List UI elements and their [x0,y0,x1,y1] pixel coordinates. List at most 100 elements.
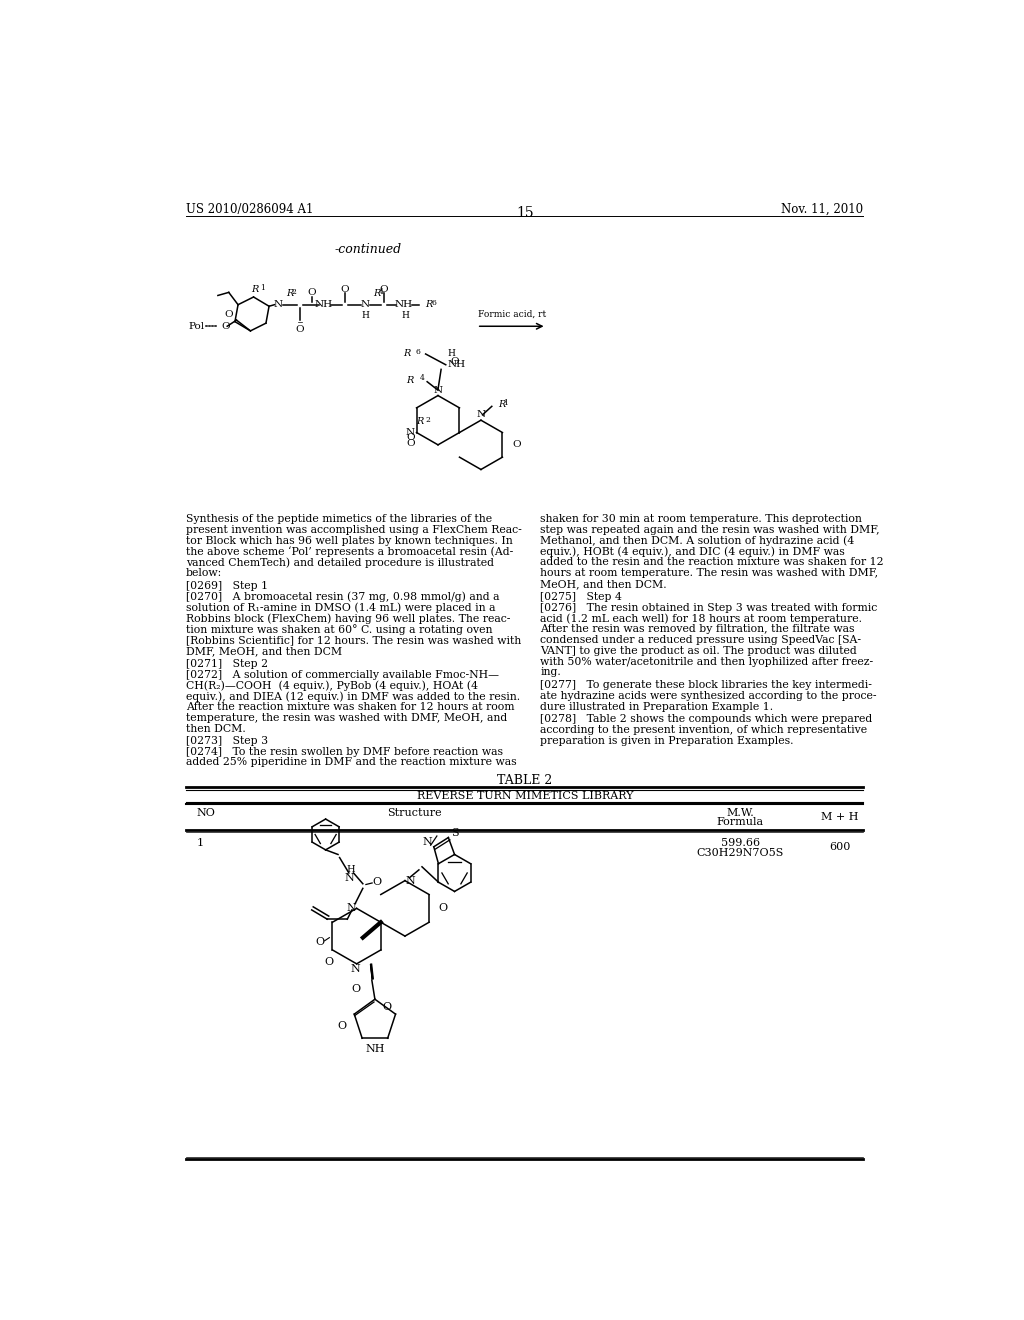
Text: O: O [438,903,447,913]
Text: DMF, MeOH, and then DCM: DMF, MeOH, and then DCM [186,645,342,656]
Text: REVERSE TURN MIMETICS LIBRARY: REVERSE TURN MIMETICS LIBRARY [417,792,633,801]
Text: temperature, the resin was washed with DMF, MeOH, and: temperature, the resin was washed with D… [186,713,507,723]
Text: C30H29N7O5S: C30H29N7O5S [696,847,784,858]
Text: equiv.), and DIEA (12 equiv.) in DMF was added to the resin.: equiv.), and DIEA (12 equiv.) in DMF was… [186,692,520,702]
Text: Synthesis of the peptide mimetics of the libraries of the: Synthesis of the peptide mimetics of the… [186,515,493,524]
Text: O: O [296,325,304,334]
Text: Methanol, and then DCM. A solution of hydrazine acid (4: Methanol, and then DCM. A solution of hy… [541,536,855,546]
Text: Pol: Pol [188,322,205,331]
Text: O: O [451,358,460,366]
Text: preparation is given in Preparation Examples.: preparation is given in Preparation Exam… [541,737,794,746]
Text: S: S [451,828,459,838]
Text: shaken for 30 min at room temperature. This deprotection: shaken for 30 min at room temperature. T… [541,515,862,524]
Text: M.W.: M.W. [726,808,754,817]
Text: Robbins block (FlexChem) having 96 well plates. The reac-: Robbins block (FlexChem) having 96 well … [186,614,511,624]
Text: added to the resin and the reaction mixture was shaken for 12: added to the resin and the reaction mixt… [541,557,884,568]
Text: dure illustrated in Preparation Example 1.: dure illustrated in Preparation Example … [541,702,773,711]
Text: 1: 1 [197,837,204,847]
Text: O: O [341,285,349,294]
Text: N: N [273,300,283,309]
Text: NO: NO [197,808,215,817]
Text: solution of R₁-amine in DMSO (1.4 mL) were placed in a: solution of R₁-amine in DMSO (1.4 mL) we… [186,603,496,614]
Text: R: R [426,300,433,309]
Text: H: H [346,866,354,874]
Text: [0277]   To generate these block libraries the key intermedi-: [0277] To generate these block libraries… [541,681,872,690]
Text: O: O [224,310,233,319]
Text: [0276]   The resin obtained in Step 3 was treated with formic: [0276] The resin obtained in Step 3 was … [541,603,878,612]
Text: O: O [325,957,334,966]
Text: NH: NH [366,1044,385,1053]
Text: O: O [351,985,360,994]
Text: O: O [383,1002,392,1011]
Text: M + H: M + H [820,812,858,822]
Text: tion mixture was shaken at 60° C. using a rotating oven: tion mixture was shaken at 60° C. using … [186,624,493,635]
Text: 1: 1 [504,399,508,407]
Text: CH(R₂)—COOH  (4 equiv.), PyBob (4 equiv.), HOAt (4: CH(R₂)—COOH (4 equiv.), PyBob (4 equiv.)… [186,681,478,692]
Text: then DCM.: then DCM. [186,723,246,734]
Text: O: O [512,441,520,449]
Text: O: O [372,878,381,887]
Text: [0275]   Step 4: [0275] Step 4 [541,591,623,602]
Text: 15: 15 [516,206,534,220]
Text: [0273]   Step 3: [0273] Step 3 [186,737,268,746]
Text: After the resin was removed by filtration, the filtrate was: After the resin was removed by filtratio… [541,624,855,634]
Text: N: N [350,964,360,974]
Text: Formula: Formula [717,817,764,826]
Text: [Robbins Scientific] for 12 hours. The resin was washed with: [Robbins Scientific] for 12 hours. The r… [186,635,521,645]
Text: R: R [252,285,259,294]
Text: [0270]   A bromoacetal resin (37 mg, 0.98 mmol/g) and a: [0270] A bromoacetal resin (37 mg, 0.98 … [186,591,500,602]
Text: N: N [344,873,353,883]
Text: N: N [360,300,370,309]
Text: 1: 1 [260,284,264,292]
Text: N: N [476,411,485,420]
Text: R: R [498,400,506,409]
Text: 4: 4 [378,288,383,296]
Text: -continued: -continued [335,243,401,256]
Text: vanced ChemTech) and detailed procedure is illustrated: vanced ChemTech) and detailed procedure … [186,557,495,568]
Text: R: R [373,289,380,298]
Text: N: N [406,875,416,886]
Text: N: N [433,385,442,395]
Text: Nov. 11, 2010: Nov. 11, 2010 [781,203,863,216]
Text: 599.66: 599.66 [721,837,760,847]
Text: US 2010/0286094 A1: US 2010/0286094 A1 [186,203,313,216]
Text: NH: NH [314,300,333,309]
Text: with 50% water/acetonitrile and then lyophilized after freez-: with 50% water/acetonitrile and then lyo… [541,656,873,667]
Text: acid (1.2 mL each well) for 18 hours at room temperature.: acid (1.2 mL each well) for 18 hours at … [541,614,862,624]
Text: according to the present invention, of which representative: according to the present invention, of w… [541,725,867,735]
Text: Formic acid, rt: Formic acid, rt [477,310,546,318]
Text: O: O [406,438,415,447]
Text: present invention was accomplished using a FlexChem Reac-: present invention was accomplished using… [186,525,522,535]
Text: [0278]   Table 2 shows the compounds which were prepared: [0278] Table 2 shows the compounds which… [541,714,872,725]
Text: the above scheme ‘Pol’ represents a bromoacetal resin (Ad-: the above scheme ‘Pol’ represents a brom… [186,546,513,557]
Text: NH: NH [447,360,466,370]
Text: O: O [307,288,316,297]
Text: O: O [337,1022,346,1031]
Text: After the reaction mixture was shaken for 12 hours at room: After the reaction mixture was shaken fo… [186,702,515,711]
Text: H: H [361,312,369,319]
Text: O: O [406,433,415,442]
Text: added 25% piperidine in DMF and the reaction mixture was: added 25% piperidine in DMF and the reac… [186,758,517,767]
Text: [0274]   To the resin swollen by DMF before reaction was: [0274] To the resin swollen by DMF befor… [186,747,503,756]
Text: N: N [423,837,432,847]
Text: equiv.), HOBt (4 equiv.), and DIC (4 equiv.) in DMF was: equiv.), HOBt (4 equiv.), and DIC (4 equ… [541,546,845,557]
Text: [0269]   Step 1: [0269] Step 1 [186,581,268,591]
Text: 4: 4 [420,375,424,383]
Text: 2: 2 [425,416,430,424]
Text: H: H [401,312,410,319]
Text: [0271]   Step 2: [0271] Step 2 [186,659,268,669]
Text: condensed under a reduced pressure using SpeedVac [SA-: condensed under a reduced pressure using… [541,635,861,645]
Text: O: O [221,322,229,331]
Text: ing.: ing. [541,668,561,677]
Text: ate hydrazine acids were synthesized according to the proce-: ate hydrazine acids were synthesized acc… [541,692,877,701]
Text: 600: 600 [828,842,850,853]
Text: R: R [286,289,294,298]
Text: R: R [402,350,410,359]
Text: H: H [447,350,456,359]
Text: 2: 2 [292,288,296,296]
Text: hours at room temperature. The resin was washed with DMF,: hours at room temperature. The resin was… [541,568,879,578]
Text: 6: 6 [431,300,436,308]
Text: tor Block which has 96 well plates by known techniques. In: tor Block which has 96 well plates by kn… [186,536,513,545]
Text: below:: below: [186,568,222,578]
Text: R: R [406,376,414,384]
